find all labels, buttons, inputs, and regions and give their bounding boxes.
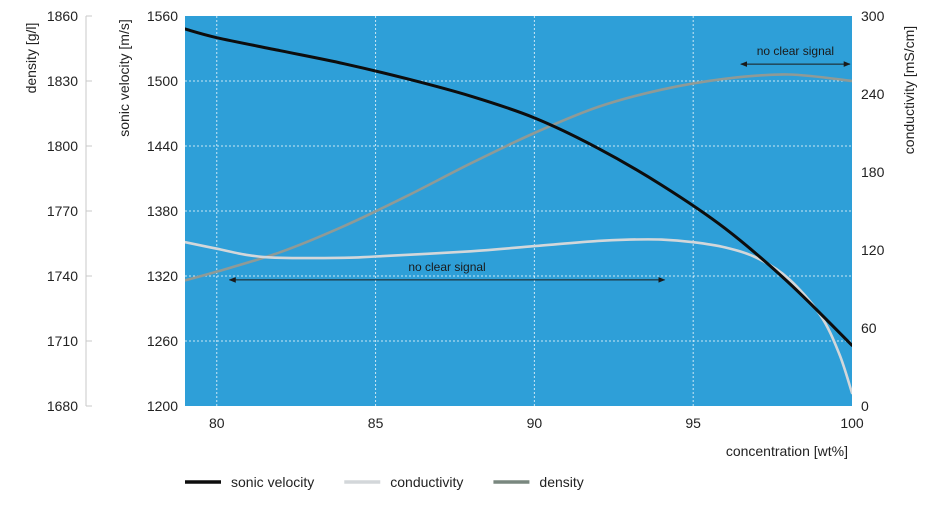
density-tick-label: 1680 bbox=[47, 398, 78, 414]
annotation-label: no clear signal bbox=[408, 260, 485, 274]
conductivity-tick-label: 120 bbox=[861, 242, 885, 258]
x-tick-label: 90 bbox=[527, 415, 543, 431]
conductivity-tick-label: 300 bbox=[861, 8, 885, 24]
sonic-velocity-tick-label: 1440 bbox=[147, 138, 178, 154]
sonic-velocity-tick-label: 1560 bbox=[147, 8, 178, 24]
series-line-sonic-velocity bbox=[185, 27, 852, 347]
x-tick-label: 95 bbox=[685, 415, 701, 431]
conductivity-axis-title: conductivity [mS/cm] bbox=[901, 26, 917, 154]
x-axis: 80 85 90 95 100 bbox=[209, 415, 864, 431]
annotations: no clear signal no clear signal bbox=[228, 44, 851, 283]
conductivity-axis: 0 60 120 180 240 300 bbox=[861, 8, 885, 414]
grid bbox=[185, 16, 852, 406]
legend-label: density bbox=[539, 474, 583, 490]
density-tick-label: 1770 bbox=[47, 203, 78, 219]
conductivity-tick-label: 60 bbox=[861, 320, 877, 336]
x-tick-label: 80 bbox=[209, 415, 225, 431]
density-tick-label: 1800 bbox=[47, 138, 78, 154]
series-line-density bbox=[185, 73, 852, 282]
conductivity-tick-label: 0 bbox=[861, 398, 869, 414]
annotation-label: no clear signal bbox=[757, 44, 834, 58]
sonic-velocity-axis: 1200 1260 1320 1380 1440 1500 1560 bbox=[147, 8, 178, 414]
sonic-velocity-tick-label: 1500 bbox=[147, 73, 178, 89]
series-group bbox=[185, 27, 852, 395]
conductivity-tick-label: 240 bbox=[861, 86, 885, 102]
x-tick-label: 85 bbox=[368, 415, 384, 431]
x-tick-label: 100 bbox=[840, 415, 864, 431]
legend: sonic velocity conductivity density bbox=[185, 474, 584, 490]
sonic-velocity-tick-label: 1200 bbox=[147, 398, 178, 414]
sonic-velocity-tick-label: 1320 bbox=[147, 268, 178, 284]
sonic-velocity-axis-title: sonic velocity [m/s] bbox=[116, 19, 132, 136]
legend-label: conductivity bbox=[390, 474, 463, 490]
series-line-conductivity bbox=[185, 238, 852, 395]
sonic-velocity-tick-label: 1260 bbox=[147, 333, 178, 349]
density-axis: 1680 1710 1740 1770 1800 1830 1860 bbox=[47, 8, 92, 414]
x-axis-title: concentration [wt%] bbox=[726, 443, 848, 459]
density-tick-label: 1860 bbox=[47, 8, 78, 24]
density-tick-label: 1710 bbox=[47, 333, 78, 349]
density-axis-title: density [g/l] bbox=[23, 23, 39, 94]
density-tick-label: 1830 bbox=[47, 73, 78, 89]
legend-label: sonic velocity bbox=[231, 474, 314, 490]
conductivity-tick-label: 180 bbox=[861, 164, 885, 180]
sonic-velocity-tick-label: 1380 bbox=[147, 203, 178, 219]
density-tick-label: 1740 bbox=[47, 268, 78, 284]
